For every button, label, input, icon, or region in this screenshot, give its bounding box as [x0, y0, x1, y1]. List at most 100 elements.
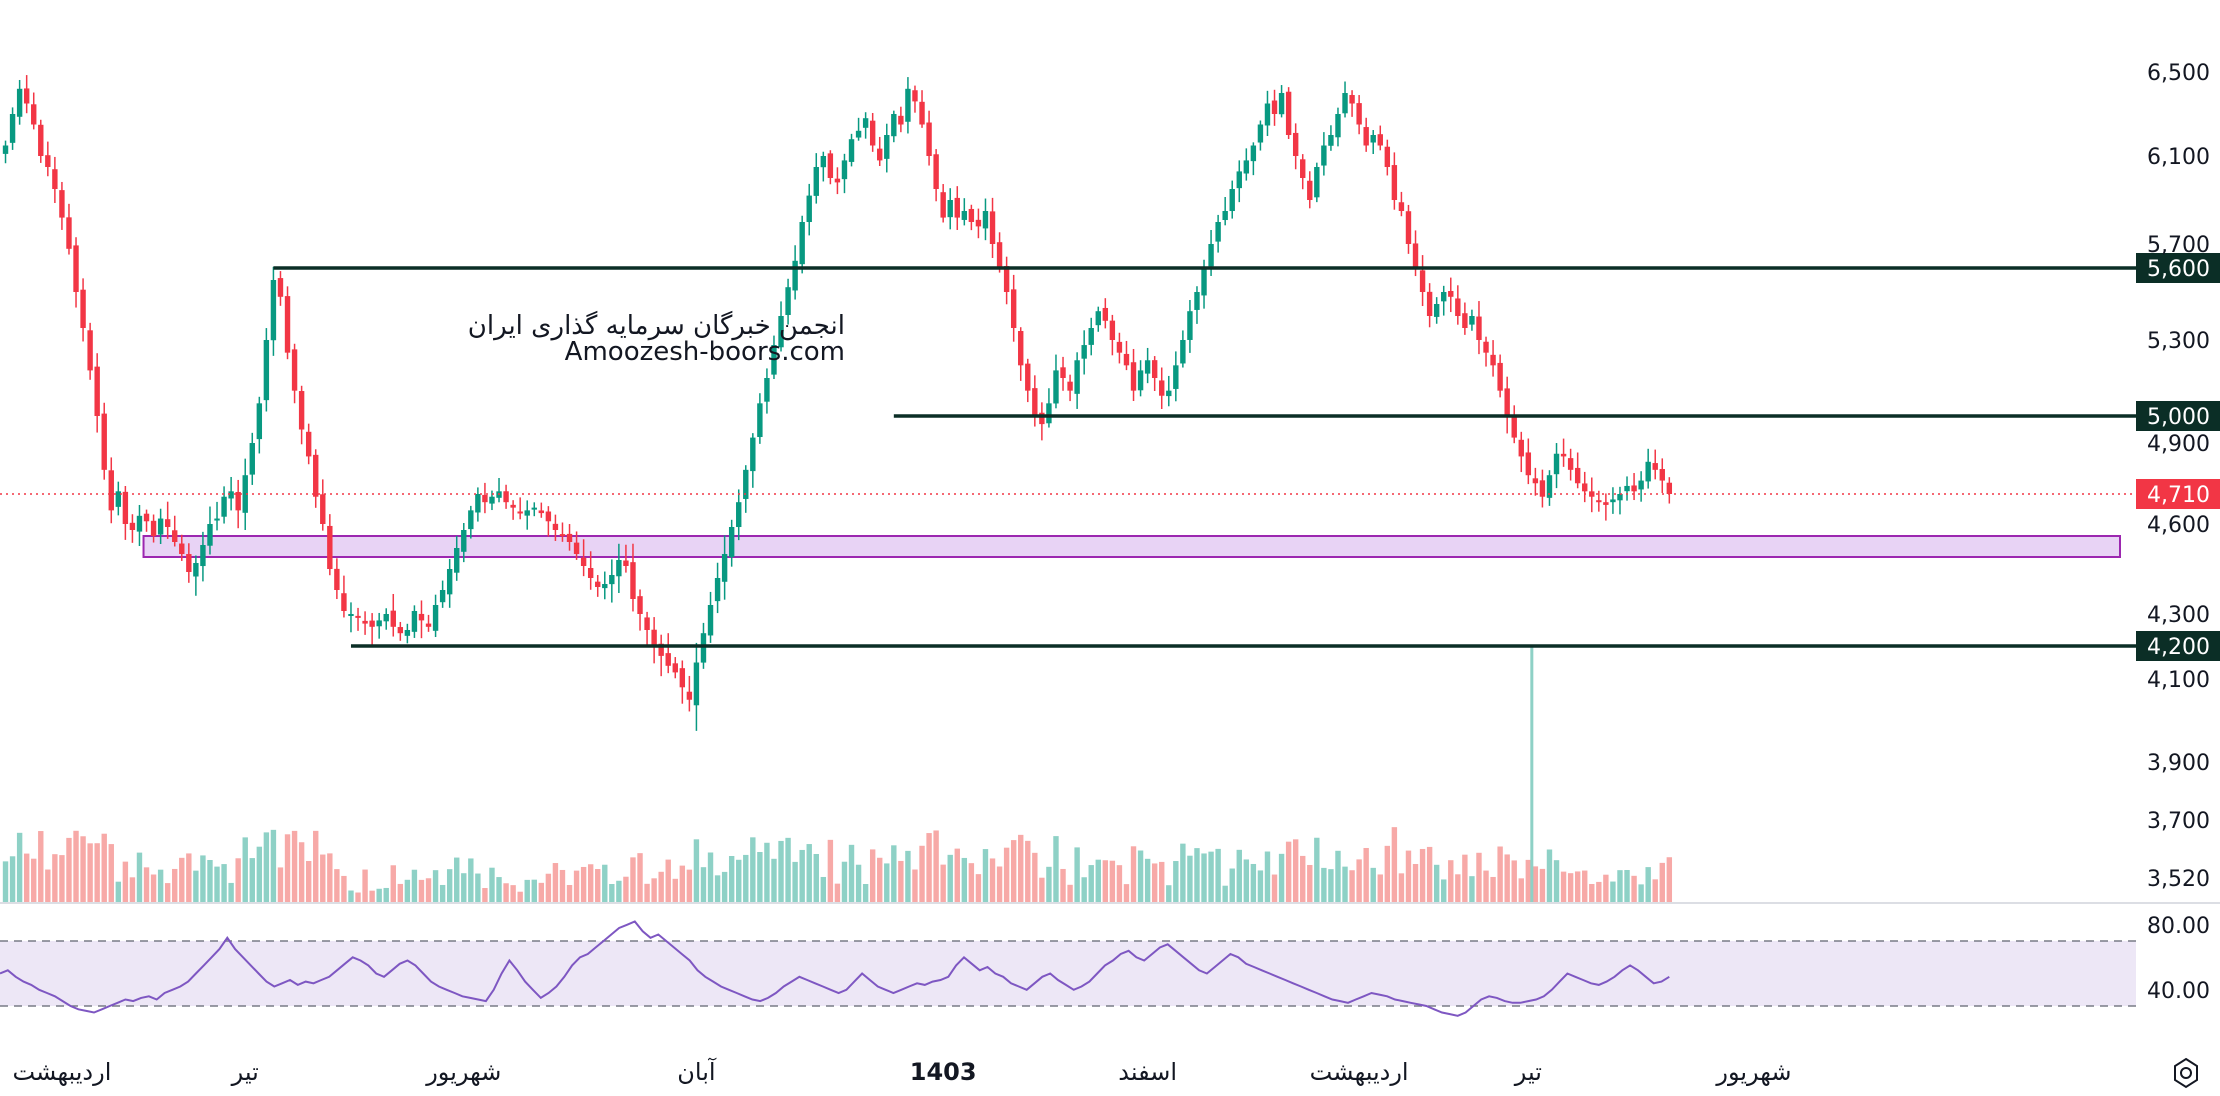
volume-bar: [975, 874, 982, 902]
volume-bar: [16, 832, 23, 902]
candle-body: [524, 510, 530, 516]
candle-body: [940, 192, 946, 218]
volume-bar: [1589, 883, 1595, 902]
volume-bar: [1433, 864, 1440, 902]
volume-bar: [891, 845, 897, 902]
volume-bar: [1441, 879, 1447, 902]
candle-body: [1180, 340, 1186, 364]
candle-body: [1504, 388, 1510, 416]
watermark-line2: Amoozesh-boors.com: [565, 337, 845, 367]
time-axis[interactable]: اردیبهشت تیر شهریور آبان 1403 اسفند اردیبهشت تی…: [12, 1057, 1791, 1086]
volume-bar: [1081, 877, 1087, 902]
candle-body: [446, 569, 453, 595]
candle-body: [813, 167, 819, 196]
volume-bar: [80, 836, 86, 902]
volume-bar: [305, 860, 312, 902]
candle-body: [1546, 475, 1553, 498]
candle-body: [482, 494, 488, 503]
volume-bar: [700, 867, 707, 902]
volume-bar: [348, 890, 354, 902]
volume-bar: [785, 837, 791, 902]
candle-body: [799, 222, 805, 265]
volume-bar: [291, 830, 298, 902]
volume-bar: [1624, 870, 1630, 902]
candle-body: [38, 124, 44, 156]
candle-body: [454, 548, 460, 573]
volume-bar: [1229, 868, 1235, 902]
volume-bar: [1307, 864, 1313, 902]
volume-bar: [186, 853, 192, 902]
candle-body: [207, 524, 213, 546]
candle-body: [827, 153, 834, 178]
level-tag: [2136, 253, 2220, 283]
rsi-line: [0, 920, 1670, 1017]
volume-bar: [446, 869, 453, 902]
volume-bar: [1046, 866, 1052, 902]
candle-body: [1659, 469, 1665, 481]
volume-bar: [179, 857, 185, 902]
candle-body: [1363, 127, 1369, 146]
horizontal-levels[interactable]: 5,600 5,000 4,200 4,710: [0, 253, 2220, 661]
volume-bar: [658, 871, 664, 902]
volume-bar: [38, 831, 44, 902]
candle-body: [432, 605, 439, 631]
candle-body: [235, 491, 241, 511]
candle-body: [73, 245, 79, 292]
candle-body: [1257, 124, 1264, 143]
candle-body: [341, 593, 347, 611]
volume-bar: [834, 883, 841, 902]
volume-bar: [454, 857, 460, 902]
volume-bar: [1250, 863, 1257, 902]
candle-body: [580, 557, 587, 566]
candle-body: [848, 139, 855, 162]
volume-bar: [721, 871, 728, 902]
candle-body: [700, 633, 707, 663]
volume-bar: [263, 832, 270, 902]
volume-bar: [320, 854, 326, 902]
candle-body: [1603, 502, 1609, 505]
volume-bar: [284, 834, 291, 902]
candle-body: [891, 114, 897, 137]
volume-bar: [1546, 849, 1553, 902]
candle-body: [327, 525, 333, 569]
candle-body: [1455, 298, 1461, 316]
volume-bar: [820, 876, 827, 902]
candle-body: [305, 431, 312, 457]
candle-body: [383, 614, 389, 622]
volume-bar: [1560, 871, 1567, 902]
support-zone-rect: [142, 535, 2121, 558]
volume-bar: [1582, 870, 1588, 902]
rsi-band: [0, 941, 2136, 1006]
volume-bar: [1032, 852, 1038, 902]
candle-body: [989, 211, 996, 244]
volume-bar: [517, 891, 523, 902]
volume-bar: [1462, 854, 1468, 902]
volume-bar: [905, 850, 911, 902]
volume-spike: [1530, 646, 1534, 902]
candle-body: [1377, 134, 1383, 146]
candle-body: [1025, 363, 1031, 391]
volume-bar: [1596, 881, 1602, 902]
candle-body: [538, 510, 545, 514]
volume-bar: [1236, 849, 1242, 902]
volume-bar: [630, 857, 636, 902]
candle-body: [1652, 463, 1658, 470]
candle-body: [1582, 483, 1588, 492]
volume-bar: [327, 853, 333, 902]
candle-body: [52, 169, 58, 189]
volume-bar: [714, 875, 721, 902]
volume-bar: [1123, 884, 1130, 902]
volume-bar: [221, 864, 227, 902]
price-axis[interactable]: 6,500 6,100 5,700 5,300 4,900 4,600 4,300 4,100…: [0, 61, 2220, 904]
candle-body: [517, 511, 523, 514]
settings-icon[interactable]: [2174, 1057, 2198, 1089]
volume-bar: [1180, 843, 1186, 902]
candle-body: [1560, 453, 1567, 457]
candle-body: [602, 584, 608, 589]
candle-body: [884, 135, 890, 159]
time-label: اسفند: [1118, 1058, 1177, 1086]
candle-body: [1201, 268, 1207, 296]
volume-bar: [313, 830, 319, 902]
volume-bar: [1412, 863, 1419, 902]
